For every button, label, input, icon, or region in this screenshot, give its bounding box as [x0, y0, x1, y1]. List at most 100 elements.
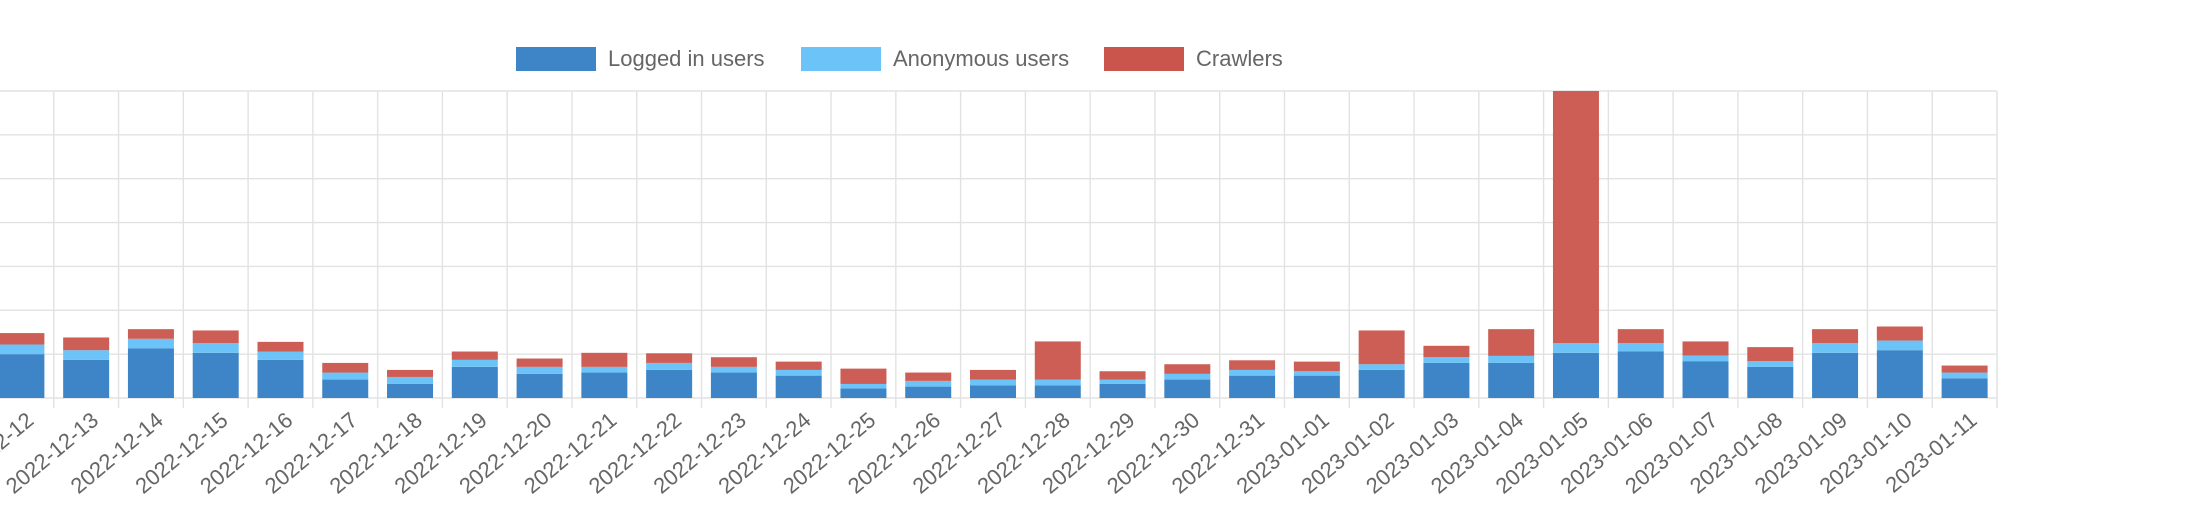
bar-segment [1812, 329, 1859, 344]
bar-segment [192, 343, 239, 353]
bar-segment [451, 366, 498, 398]
bar-segment [905, 380, 952, 387]
bar-segment [1747, 366, 1794, 398]
bar-segment [63, 337, 110, 351]
bar-segment [840, 383, 887, 389]
bar-segment [1617, 351, 1664, 398]
bar-segment [1941, 378, 1988, 398]
bar-segment [1034, 379, 1081, 386]
bar-segment [192, 330, 239, 344]
bar-segment [1682, 361, 1729, 398]
bar-segment [1552, 343, 1599, 353]
bar-segment [127, 338, 174, 349]
bar-segment [1229, 360, 1276, 370]
bar-segment [581, 352, 628, 367]
legend-label: Logged in users [608, 46, 765, 71]
bar-segment [1941, 365, 1988, 373]
bar-segment [1293, 375, 1340, 398]
bar-segment [0, 333, 45, 345]
bar-segment [1682, 341, 1729, 356]
legend-swatch [516, 47, 596, 71]
bar-segment [1617, 329, 1664, 344]
bar-segment [581, 366, 628, 373]
legend-label: Crawlers [1196, 46, 1283, 71]
bar-segment [387, 369, 434, 377]
bar-segment [1617, 343, 1664, 352]
bar-segment [0, 344, 45, 355]
bar-segment [257, 341, 304, 352]
bar-segment [387, 376, 434, 384]
bar-segment [451, 359, 498, 367]
bar-segment [516, 358, 563, 367]
bar-segment [322, 379, 369, 398]
bar-segment [1747, 361, 1794, 367]
bar-segment [1293, 361, 1340, 372]
bar-segment [905, 386, 952, 398]
bar-segment [127, 329, 174, 339]
bar-segment [1876, 340, 1923, 351]
legend-swatch [1104, 47, 1184, 71]
bar-segment [1358, 364, 1405, 370]
bar-segment [1812, 343, 1859, 353]
bar-segment [840, 388, 887, 398]
bar-segment [775, 375, 822, 398]
bar-segment [1099, 383, 1146, 398]
bar-segment [1229, 375, 1276, 398]
bar-segment [257, 359, 304, 398]
bar-segment [646, 353, 693, 363]
bar-segment [1812, 352, 1859, 398]
bar-segment [775, 361, 822, 370]
bar-segment [1034, 385, 1081, 398]
bar-segment [0, 354, 45, 398]
bar-segment [646, 369, 693, 398]
bar-segment [1099, 371, 1146, 380]
bar-segment [1229, 369, 1276, 376]
bar-segment [127, 348, 174, 398]
legend-label: Anonymous users [893, 46, 1069, 71]
bar-segment [1423, 357, 1470, 363]
bar-segment [775, 369, 822, 376]
bar-segment [1488, 362, 1535, 398]
legend-swatch [801, 47, 881, 71]
bar-segment [1552, 352, 1599, 398]
bar-segment [1552, 91, 1599, 344]
bar-segment [1034, 341, 1081, 380]
bar-segment [516, 366, 563, 374]
bar-segment [710, 372, 757, 398]
bar-segment [387, 383, 434, 398]
bar-segment [646, 362, 693, 370]
bar-segment [710, 366, 757, 373]
bar-segment [1293, 371, 1340, 376]
bar-segment [1876, 350, 1923, 398]
bar-segment [970, 379, 1016, 386]
bar-segment [322, 372, 369, 380]
bar-segment [710, 357, 757, 367]
bar-segment [63, 359, 110, 398]
bar-segment [1358, 330, 1405, 365]
bar-segment [1876, 326, 1923, 341]
bar-segment [840, 368, 887, 384]
bar-segment [1164, 373, 1211, 380]
bar-segment [1488, 355, 1535, 363]
bar-segment [1423, 345, 1470, 358]
bar-segment [192, 352, 239, 398]
bar-segment [1747, 347, 1794, 362]
bar-segment [1358, 369, 1405, 398]
bar-segment [451, 351, 498, 360]
bar-segment [322, 362, 369, 373]
bar-segment [1099, 379, 1146, 384]
bar-segment [516, 373, 563, 398]
bar-segment [1488, 329, 1535, 356]
bar-segment [1164, 364, 1211, 374]
bar-segment [970, 385, 1016, 398]
bar-segment [1423, 362, 1470, 398]
bar-segment [905, 372, 952, 381]
bar-segment [63, 350, 110, 360]
bar-segment [970, 369, 1016, 380]
bar-segment [581, 372, 628, 398]
bar-segment [257, 351, 304, 360]
bar-segment [1682, 355, 1729, 362]
bar-segment [1941, 372, 1988, 379]
bar-segment [1164, 379, 1211, 398]
